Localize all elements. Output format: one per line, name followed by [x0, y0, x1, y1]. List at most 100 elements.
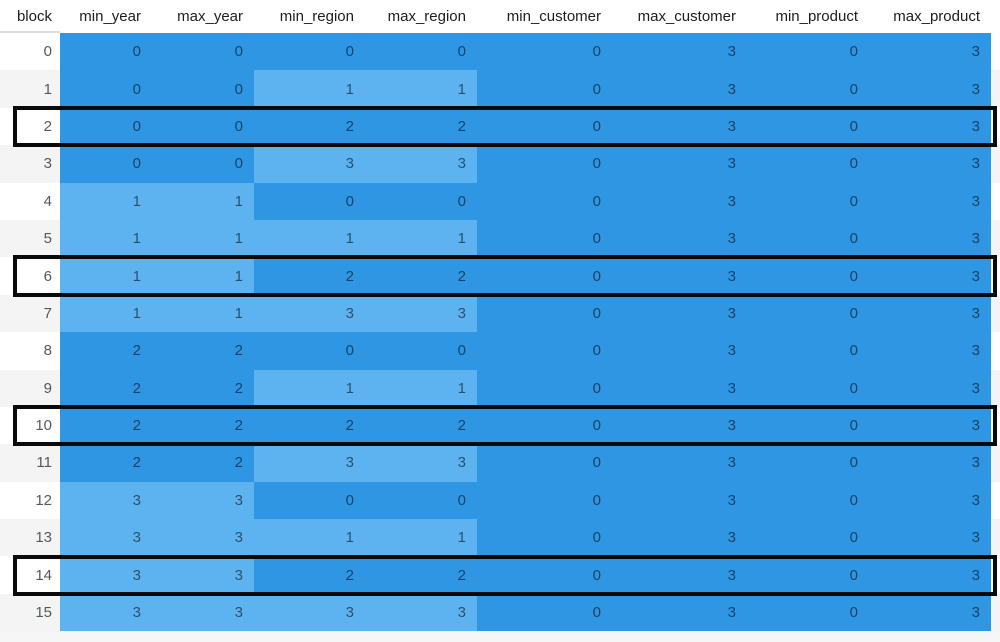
cell-block: 9 [0, 369, 60, 407]
cell-min_year: 3 [60, 481, 152, 520]
row-filler [991, 257, 1000, 295]
row-filler [991, 406, 1000, 445]
cell-min_product: 0 [747, 332, 869, 370]
cell-min_product: 0 [747, 70, 869, 108]
cell-max_year: 1 [152, 182, 254, 220]
cell-min_region: 2 [254, 406, 365, 445]
cell-block: 15 [0, 593, 60, 632]
column-header-min_customer: min_customer [477, 0, 612, 33]
row-filler [991, 145, 1000, 183]
cell-min_product: 0 [747, 369, 869, 407]
cell-min_customer: 0 [477, 369, 612, 407]
cell-max_customer: 3 [612, 481, 747, 520]
header-filler [991, 0, 1000, 33]
cell-max_region: 3 [365, 145, 477, 183]
cell-min_product: 0 [747, 294, 869, 333]
row-filler [991, 519, 1000, 557]
cell-min_customer: 0 [477, 481, 612, 520]
column-header-min_region: min_region [254, 0, 365, 33]
cell-max_product: 3 [869, 369, 991, 407]
row-filler [991, 369, 1000, 407]
cell-max_year: 3 [152, 556, 254, 594]
cell-max_region: 1 [365, 70, 477, 108]
column-header-block: block [0, 0, 60, 33]
cell-min_region: 3 [254, 294, 365, 333]
cell-block: 8 [0, 332, 60, 370]
cell-max_product: 3 [869, 444, 991, 482]
cell-min_region: 3 [254, 444, 365, 482]
cell-min_customer: 0 [477, 519, 612, 557]
column-header-max_customer: max_customer [612, 0, 747, 33]
cell-max_customer: 3 [612, 33, 747, 71]
cell-min_product: 0 [747, 107, 869, 146]
cell-max_customer: 3 [612, 182, 747, 220]
cell-min_region: 0 [254, 481, 365, 520]
cell-min_customer: 0 [477, 33, 612, 71]
cell-min_customer: 0 [477, 257, 612, 295]
cell-block: 0 [0, 33, 60, 71]
table-row-block-15: 15 3 3 3 3 0 3 0 3 [0, 593, 1000, 632]
table-row-block-11: 11 2 2 3 3 0 3 0 3 [0, 444, 1000, 482]
cell-block: 12 [0, 481, 60, 520]
cell-min_region: 1 [254, 519, 365, 557]
cell-min_product: 0 [747, 519, 869, 557]
cell-min_customer: 0 [477, 444, 612, 482]
cell-min_region: 1 [254, 219, 365, 258]
cell-min_year: 3 [60, 556, 152, 594]
cell-max_region: 3 [365, 444, 477, 482]
cell-min_region: 0 [254, 182, 365, 220]
cell-max_region: 2 [365, 556, 477, 594]
cell-max_region: 2 [365, 406, 477, 445]
cell-min_product: 0 [747, 257, 869, 295]
cell-min_year: 0 [60, 145, 152, 183]
cell-max_year: 1 [152, 257, 254, 295]
cell-min_product: 0 [747, 444, 869, 482]
cell-max_product: 3 [869, 406, 991, 445]
cell-max_customer: 3 [612, 556, 747, 594]
cell-block: 2 [0, 107, 60, 146]
cell-min_customer: 0 [477, 107, 612, 146]
cell-block: 7 [0, 294, 60, 333]
cell-max_year: 0 [152, 145, 254, 183]
cell-min_year: 3 [60, 519, 152, 557]
cell-min_customer: 0 [477, 406, 612, 445]
cell-min_region: 2 [254, 107, 365, 146]
cell-min_region: 0 [254, 332, 365, 370]
table-row-block-14: 14 3 3 2 2 0 3 0 3 [0, 556, 1000, 594]
cell-max_product: 3 [869, 481, 991, 520]
column-header-min_product: min_product [747, 0, 869, 33]
cell-max_region: 2 [365, 107, 477, 146]
cell-max_year: 0 [152, 33, 254, 71]
row-filler [991, 70, 1000, 108]
cell-min_year: 3 [60, 593, 152, 632]
cell-min_product: 0 [747, 593, 869, 632]
table-row-block-13: 13 3 3 1 1 0 3 0 3 [0, 519, 1000, 557]
cell-min_year: 0 [60, 33, 152, 71]
cell-block: 5 [0, 219, 60, 258]
cell-block: 3 [0, 145, 60, 183]
cell-max_region: 1 [365, 369, 477, 407]
cell-min_region: 3 [254, 145, 365, 183]
cell-max_customer: 3 [612, 593, 747, 632]
cell-max_region: 3 [365, 593, 477, 632]
cell-max_year: 3 [152, 519, 254, 557]
cell-max_product: 3 [869, 70, 991, 108]
cell-max_region: 0 [365, 481, 477, 520]
cell-max_product: 3 [869, 182, 991, 220]
cell-block: 1 [0, 70, 60, 108]
cell-min_year: 0 [60, 107, 152, 146]
row-filler [991, 219, 1000, 258]
column-header-min_year: min_year [60, 0, 152, 33]
cell-max_product: 3 [869, 593, 991, 632]
cell-max_year: 3 [152, 593, 254, 632]
cell-max_year: 1 [152, 219, 254, 258]
